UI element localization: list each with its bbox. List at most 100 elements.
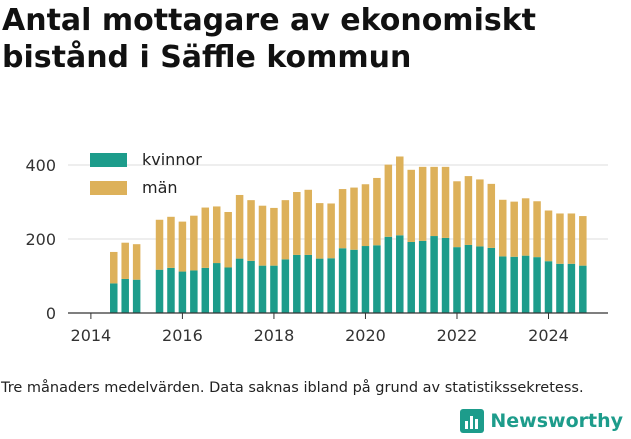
bar-kvinnor [453,247,461,313]
bar-kvinnor [167,267,175,313]
bar-kvinnor [396,235,404,313]
bar-man [304,189,313,255]
bar-kvinnor [521,255,530,313]
bar-kvinnor [384,236,393,313]
bar-man [327,203,335,259]
x-axis: 2014 2016 2018 2020 2022 2024 [68,312,608,345]
bar-man [350,187,358,250]
brand-name: Newsworthy [490,410,623,432]
bar-man [167,216,175,268]
x-tick-label: 2022 [437,326,478,345]
bar-kvinnor [132,279,141,313]
bar-man [544,210,553,262]
bar-kvinnor [544,261,553,313]
bar-kvinnor [418,240,427,313]
x-tick-label: 2018 [254,326,295,345]
bar-man [510,201,518,257]
bar-man [430,166,438,237]
bar-man [361,184,370,247]
bar-man [407,169,415,242]
bar-man [212,206,221,264]
bar-kvinnor [293,254,301,313]
bar-man [487,183,496,248]
legend-kvinnor-label: kvinnor [142,150,202,169]
bar-man [556,213,564,264]
bar-man [258,205,267,266]
bar-man [155,219,164,270]
bar-man [190,215,198,271]
bar-man [464,176,473,245]
y-tick-label: 200 [25,230,56,249]
bar-man [121,242,129,279]
y-tick-label: 400 [25,156,56,175]
x-tick-label: 2014 [71,326,112,345]
bar-man [579,216,587,266]
bar-kvinnor [487,247,496,313]
bar-man [178,221,187,272]
bar-kvinnor [270,265,278,313]
bar-kvinnor [441,237,450,313]
newsworthy-logo-icon [460,409,485,433]
brand: Newsworthy [460,409,623,433]
bar-kvinnor [464,244,473,313]
bar-kvinnor [121,278,129,313]
bar-man [453,181,461,248]
bar-man [201,207,210,268]
bar-kvinnor [110,283,118,313]
bar-man [270,207,278,266]
x-tick-label: 2024 [528,326,569,345]
bar-kvinnor [430,236,438,313]
bar-kvinnor [224,267,232,313]
chart: 2014 2016 2018 2020 2022 2024 0 200 400 kvinnor… [25,150,608,345]
bar-kvinnor [498,256,507,313]
bar-man [384,164,393,237]
bar-man [567,213,576,264]
bar-kvinnor [247,260,255,313]
bar-kvinnor [190,270,198,313]
bar-kvinnor [338,248,347,313]
bar-kvinnor [567,263,576,313]
bar-man [224,211,232,268]
bar-man [293,192,301,255]
bar-man [476,179,484,247]
bar-kvinnor [579,265,587,313]
bar-man [247,200,255,261]
bar-kvinnor [533,257,541,313]
y-tick-label: 0 [46,304,56,323]
bar-kvinnor [556,263,564,313]
bar-man [533,201,541,258]
y-axis: 0 200 400 [25,156,56,323]
bar-kvinnor [281,259,290,313]
bar-kvinnor [212,263,221,313]
bar-man [373,177,381,246]
bars [110,156,587,313]
bar-man [132,244,141,280]
legend: kvinnor män [90,150,202,197]
bar-kvinnor [304,254,313,313]
bar-kvinnor [361,246,370,313]
bar-kvinnor [201,267,210,313]
x-tick-label: 2020 [345,326,386,345]
legend-man-label: män [142,178,178,197]
bar-man [338,189,347,249]
bar-man [396,156,404,236]
bar-kvinnor [315,258,324,313]
bar-man [235,194,244,259]
bar-man [521,198,530,256]
bar-kvinnor [510,256,518,313]
chart-title: Antal mottagare av ekonomiskt bistånd i … [2,3,536,75]
bar-kvinnor [235,258,244,313]
bar-man [315,203,324,259]
bar-man [441,166,450,238]
bar-kvinnor [476,246,484,313]
bar-man [281,200,290,260]
bar-kvinnor [178,271,187,313]
bar-man [498,199,507,257]
bar-man [110,251,118,284]
legend-kvinnor-swatch [90,153,127,167]
bar-kvinnor [373,245,381,313]
legend-man-swatch [90,181,127,195]
bar-kvinnor [350,249,358,313]
bar-man [418,166,427,241]
footnote: Tre månaders medelvärden. Data saknas ib… [1,380,584,396]
